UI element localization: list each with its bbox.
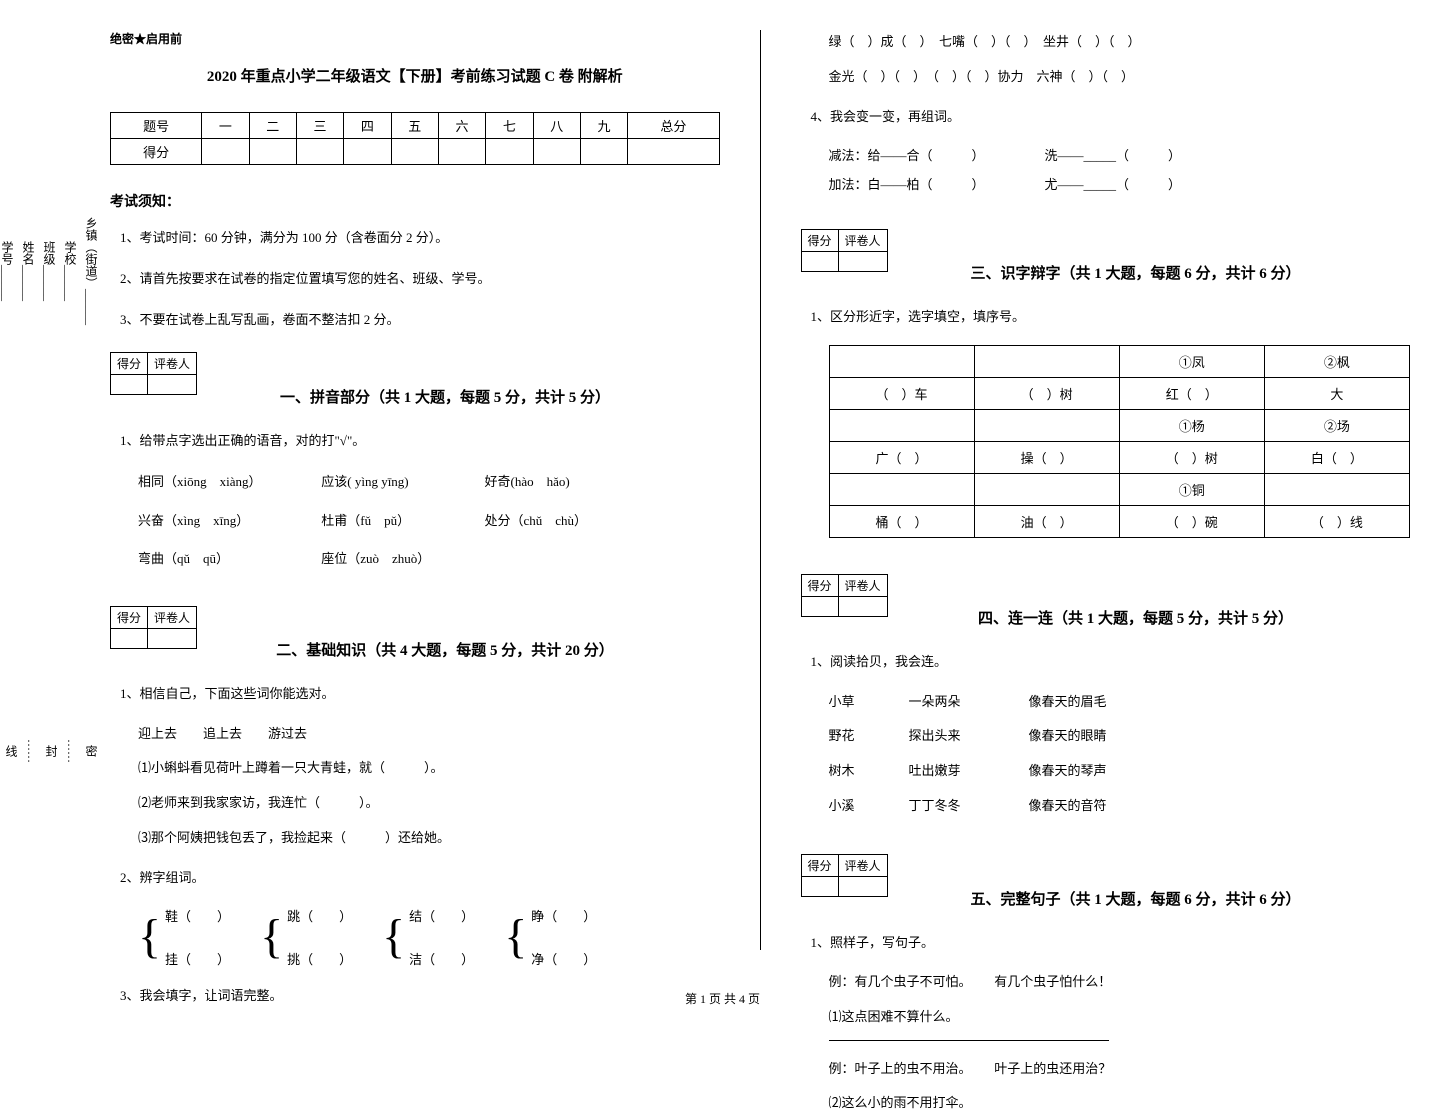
q4-row: 减法：给——合（ ） 洗——_____（ ） (829, 145, 1411, 164)
pinyin-row: 弯曲（qǔ qū） 座位（zuò zhuò） (138, 545, 720, 574)
table-row: 题号 一 二 三 四 五 六 七 八 九 总分 (111, 113, 720, 139)
brace-item: { 结（ ） 洁（ ） (382, 906, 474, 968)
part1-heading: 一、拼音部分（共 1 大题，每题 5 分，共计 5 分） (200, 386, 690, 407)
column-divider (760, 30, 761, 950)
question-text: 1、照样子，写句子。 (811, 931, 1411, 954)
notice-heading: 考试须知： (110, 191, 720, 211)
match-row: 小溪丁丁冬冬像春天的音符 (829, 794, 1411, 819)
question-text: 1、给带点字选出正确的语音，对的打"√"。 (120, 429, 720, 452)
sidebar-student-info: 乡镇（街道）______ 学校______ 班级______ 姓名______ … (10, 217, 100, 325)
column-right: 绿（ ）成（ ） 七嘴（ ）（ ） 坐井（ ）（ ） 金光（ ）（ ） （ ）（… (801, 30, 1411, 980)
brace-item: { 鞋（ ） 挂（ ） (138, 906, 230, 968)
sidebar-label: 乡镇（街道）______ (83, 217, 100, 325)
notice-item: 2、请首先按要求在试卷的指定位置填写您的姓名、班级、学号。 (120, 268, 720, 287)
sidebar-seal-marks: 密 …… 封 …… 线 …… 内 …… 不 …… 准 …… 答 …… 题 (10, 739, 100, 763)
brace-group: { 鞋（ ） 挂（ ） { 跳（ ） 挑（ ） { 结（ ） 洁（ ） (138, 906, 720, 968)
question-text: 1、阅读拾贝，我会连。 (811, 650, 1411, 673)
row-label: 得分 (111, 139, 202, 165)
table-row: 得分 (111, 139, 720, 165)
sidebar-label: 学校______ (62, 241, 79, 301)
score-table: 题号 一 二 三 四 五 六 七 八 九 总分 得分 (110, 112, 720, 165)
score-box: 得分评卷人 (110, 352, 197, 395)
example-row: 例：叶子上的虫不用治。 叶子上的虫还用治？ (829, 1057, 1411, 1082)
sidebar-label: 姓名______ (20, 241, 37, 301)
score-box: 得分评卷人 (801, 854, 888, 897)
column-left: 绝密★启用前 2020 年重点小学二年级语文【下册】考前练习试题 C 卷 附解析… (110, 30, 720, 980)
part5-heading: 五、完整句子（共 1 大题，每题 6 分，共计 6 分） (891, 888, 1381, 909)
part2-heading: 二、基础知识（共 4 大题，每题 5 分，共计 20 分） (200, 639, 690, 660)
seal-mark: 封 (43, 745, 60, 757)
score-box: 得分评卷人 (801, 229, 888, 272)
char-table: ①凤②枫 （ ）车（ ）树红（ ）大 ①杨②场 广（ ）操（ ）（ ）树白（ ）… (829, 345, 1411, 538)
brace-icon: { (138, 913, 161, 961)
part4-heading: 四、连一连（共 1 大题，每题 5 分，共计 5 分） (891, 607, 1381, 628)
question-text: 1、区分形近字，选字填空，填序号。 (811, 305, 1411, 328)
page-footer: 第 1 页 共 4 页 (0, 990, 1445, 1007)
sub-question: ⑶那个阿姨把钱包丢了，我捡起来（ ）还给她。 (138, 826, 720, 851)
sidebar-label: 学号______ (0, 241, 16, 301)
question-text: 1、相信自己，下面这些词你能选对。 (120, 682, 720, 705)
sub-question: ⑴这点困难不算什么。 (829, 1005, 1411, 1030)
score-box: 得分评卷人 (801, 574, 888, 617)
brace-item: { 睁（ ） 净（ ） (504, 906, 596, 968)
fill-line: 金光（ ）（ ） （ ）（ ）协力 六神（ ）（ ） (829, 65, 1411, 90)
notice-item: 1、考试时间：60 分钟，满分为 100 分（含卷面分 2 分）。 (120, 227, 720, 246)
confidential-label: 绝密★启用前 (110, 30, 720, 47)
pinyin-row: 兴奋（xìng xīng） 杜甫（fǔ pǔ） 处分（chǔ chù） (138, 507, 720, 536)
question-text: 2、辨字组词。 (120, 866, 720, 889)
brace-icon: { (260, 913, 283, 961)
sub-question: ⑴小蝌蚪看见荷叶上蹲着一只大青蛙，就（ ）。 (138, 756, 720, 781)
score-box: 得分评卷人 (110, 606, 197, 649)
exam-title: 2020 年重点小学二年级语文【下册】考前练习试题 C 卷 附解析 (110, 65, 720, 86)
page-content: 绝密★启用前 2020 年重点小学二年级语文【下册】考前练习试题 C 卷 附解析… (110, 30, 1410, 980)
sub-question: ⑵这么小的雨不用打伞。 (829, 1091, 1411, 1116)
fill-line: 绿（ ）成（ ） 七嘴（ ）（ ） 坐井（ ）（ ） (829, 30, 1411, 55)
seal-mark: 密 (83, 745, 100, 757)
match-row: 树木吐出嫩芽像春天的琴声 (829, 759, 1411, 784)
question-text: 4、我会变一变，再组词。 (811, 105, 1411, 128)
brace-item: { 跳（ ） 挑（ ） (260, 906, 352, 968)
brace-icon: { (382, 913, 405, 961)
notice-item: 3、不要在试卷上乱写乱画，卷面不整洁扣 2 分。 (120, 309, 720, 328)
options-text: 迎上去 追上去 游过去 (138, 722, 720, 747)
sub-question: ⑵老师来到我家家访，我连忙（ ）。 (138, 791, 720, 816)
answer-blank (829, 1040, 1109, 1041)
sidebar-binding-area: 乡镇（街道）______ 学校______ 班级______ 姓名______ … (10, 10, 100, 970)
brace-icon: { (504, 913, 527, 961)
match-row: 小草一朵两朵像春天的眉毛 (829, 690, 1411, 715)
part3-heading: 三、识字辩字（共 1 大题，每题 6 分，共计 6 分） (891, 262, 1381, 283)
row-label: 题号 (111, 113, 202, 139)
sidebar-label: 班级______ (41, 241, 58, 301)
q4-row: 加法：白——柏（ ） 尤——_____（ ） (829, 174, 1411, 193)
pinyin-row: 相同（xiōng xiàng） 应该( yìng yīng) 好奇(hào hǎ… (138, 468, 720, 497)
seal-mark: 线 (3, 745, 20, 757)
match-row: 野花探出头来像春天的眼睛 (829, 724, 1411, 749)
